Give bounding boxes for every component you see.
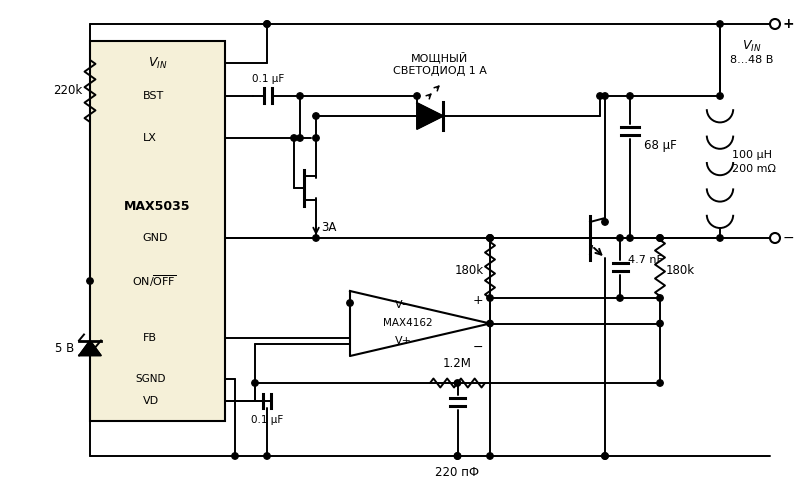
Circle shape bbox=[264, 21, 270, 27]
Polygon shape bbox=[79, 341, 101, 355]
Circle shape bbox=[657, 380, 663, 386]
Circle shape bbox=[657, 320, 663, 327]
Text: ON/$\overline{\rm OFF}$: ON/$\overline{\rm OFF}$ bbox=[133, 273, 177, 289]
Circle shape bbox=[602, 453, 608, 459]
Text: 100 μH
200 mΩ: 100 μH 200 mΩ bbox=[732, 150, 776, 174]
Text: МОЩНЫЙ
СВЕТОДИОД 1 А: МОЩНЫЙ СВЕТОДИОД 1 А bbox=[393, 52, 487, 76]
Circle shape bbox=[486, 235, 493, 241]
Circle shape bbox=[597, 93, 603, 99]
Text: 4.7 nF: 4.7 nF bbox=[628, 255, 663, 265]
Circle shape bbox=[454, 380, 461, 386]
Circle shape bbox=[657, 235, 663, 241]
Text: 1.2M: 1.2M bbox=[443, 357, 472, 370]
Circle shape bbox=[347, 300, 354, 306]
Text: GND: GND bbox=[142, 233, 168, 243]
Text: $V_{IN}$: $V_{IN}$ bbox=[148, 55, 167, 70]
Text: MAX4162: MAX4162 bbox=[383, 318, 433, 329]
Text: $V_{IN}$: $V_{IN}$ bbox=[742, 38, 762, 53]
Circle shape bbox=[486, 235, 493, 241]
Circle shape bbox=[602, 93, 608, 99]
Circle shape bbox=[486, 453, 493, 459]
Circle shape bbox=[313, 113, 319, 119]
Text: 220k: 220k bbox=[53, 85, 82, 98]
Circle shape bbox=[717, 235, 723, 241]
Circle shape bbox=[657, 235, 663, 241]
Circle shape bbox=[657, 295, 663, 301]
Text: 180k: 180k bbox=[666, 263, 695, 277]
Circle shape bbox=[264, 453, 270, 459]
FancyBboxPatch shape bbox=[90, 41, 225, 421]
Text: 8...48 В: 8...48 В bbox=[730, 55, 774, 65]
Circle shape bbox=[717, 93, 723, 99]
Circle shape bbox=[414, 93, 420, 99]
Text: V+: V+ bbox=[394, 336, 412, 347]
Circle shape bbox=[291, 135, 298, 141]
Circle shape bbox=[297, 135, 303, 141]
Circle shape bbox=[313, 235, 319, 241]
Text: 0.1 μF: 0.1 μF bbox=[251, 415, 283, 425]
Text: +: + bbox=[783, 17, 794, 31]
Circle shape bbox=[486, 295, 493, 301]
Circle shape bbox=[252, 380, 258, 386]
Circle shape bbox=[617, 235, 623, 241]
Text: 180k: 180k bbox=[455, 263, 484, 277]
Text: +: + bbox=[473, 294, 483, 307]
Circle shape bbox=[454, 453, 461, 459]
Text: BST: BST bbox=[142, 91, 164, 101]
Text: −: − bbox=[783, 231, 794, 245]
Text: SGND: SGND bbox=[135, 374, 166, 384]
Polygon shape bbox=[350, 291, 490, 356]
Text: MAX5035: MAX5035 bbox=[124, 199, 190, 212]
Text: 68 μF: 68 μF bbox=[644, 139, 677, 153]
Circle shape bbox=[297, 93, 303, 99]
Text: LX: LX bbox=[142, 133, 156, 143]
Circle shape bbox=[602, 453, 608, 459]
Circle shape bbox=[486, 320, 493, 327]
Circle shape bbox=[264, 21, 270, 27]
Text: 3A: 3A bbox=[321, 221, 336, 234]
Text: −: − bbox=[473, 341, 483, 353]
Circle shape bbox=[627, 93, 634, 99]
Circle shape bbox=[617, 295, 623, 301]
Circle shape bbox=[454, 453, 461, 459]
Circle shape bbox=[602, 219, 608, 225]
Text: V−: V− bbox=[394, 300, 412, 311]
Polygon shape bbox=[417, 103, 443, 129]
Text: 5 В: 5 В bbox=[54, 342, 74, 354]
Circle shape bbox=[313, 135, 319, 141]
Text: 0.1 μF: 0.1 μF bbox=[252, 74, 284, 84]
Circle shape bbox=[717, 21, 723, 27]
Text: FB: FB bbox=[142, 333, 157, 343]
Circle shape bbox=[232, 453, 238, 459]
Text: 220 пФ: 220 пФ bbox=[435, 466, 479, 479]
Circle shape bbox=[627, 235, 634, 241]
Circle shape bbox=[86, 278, 93, 284]
Circle shape bbox=[486, 235, 493, 241]
Text: VD: VD bbox=[142, 396, 158, 406]
